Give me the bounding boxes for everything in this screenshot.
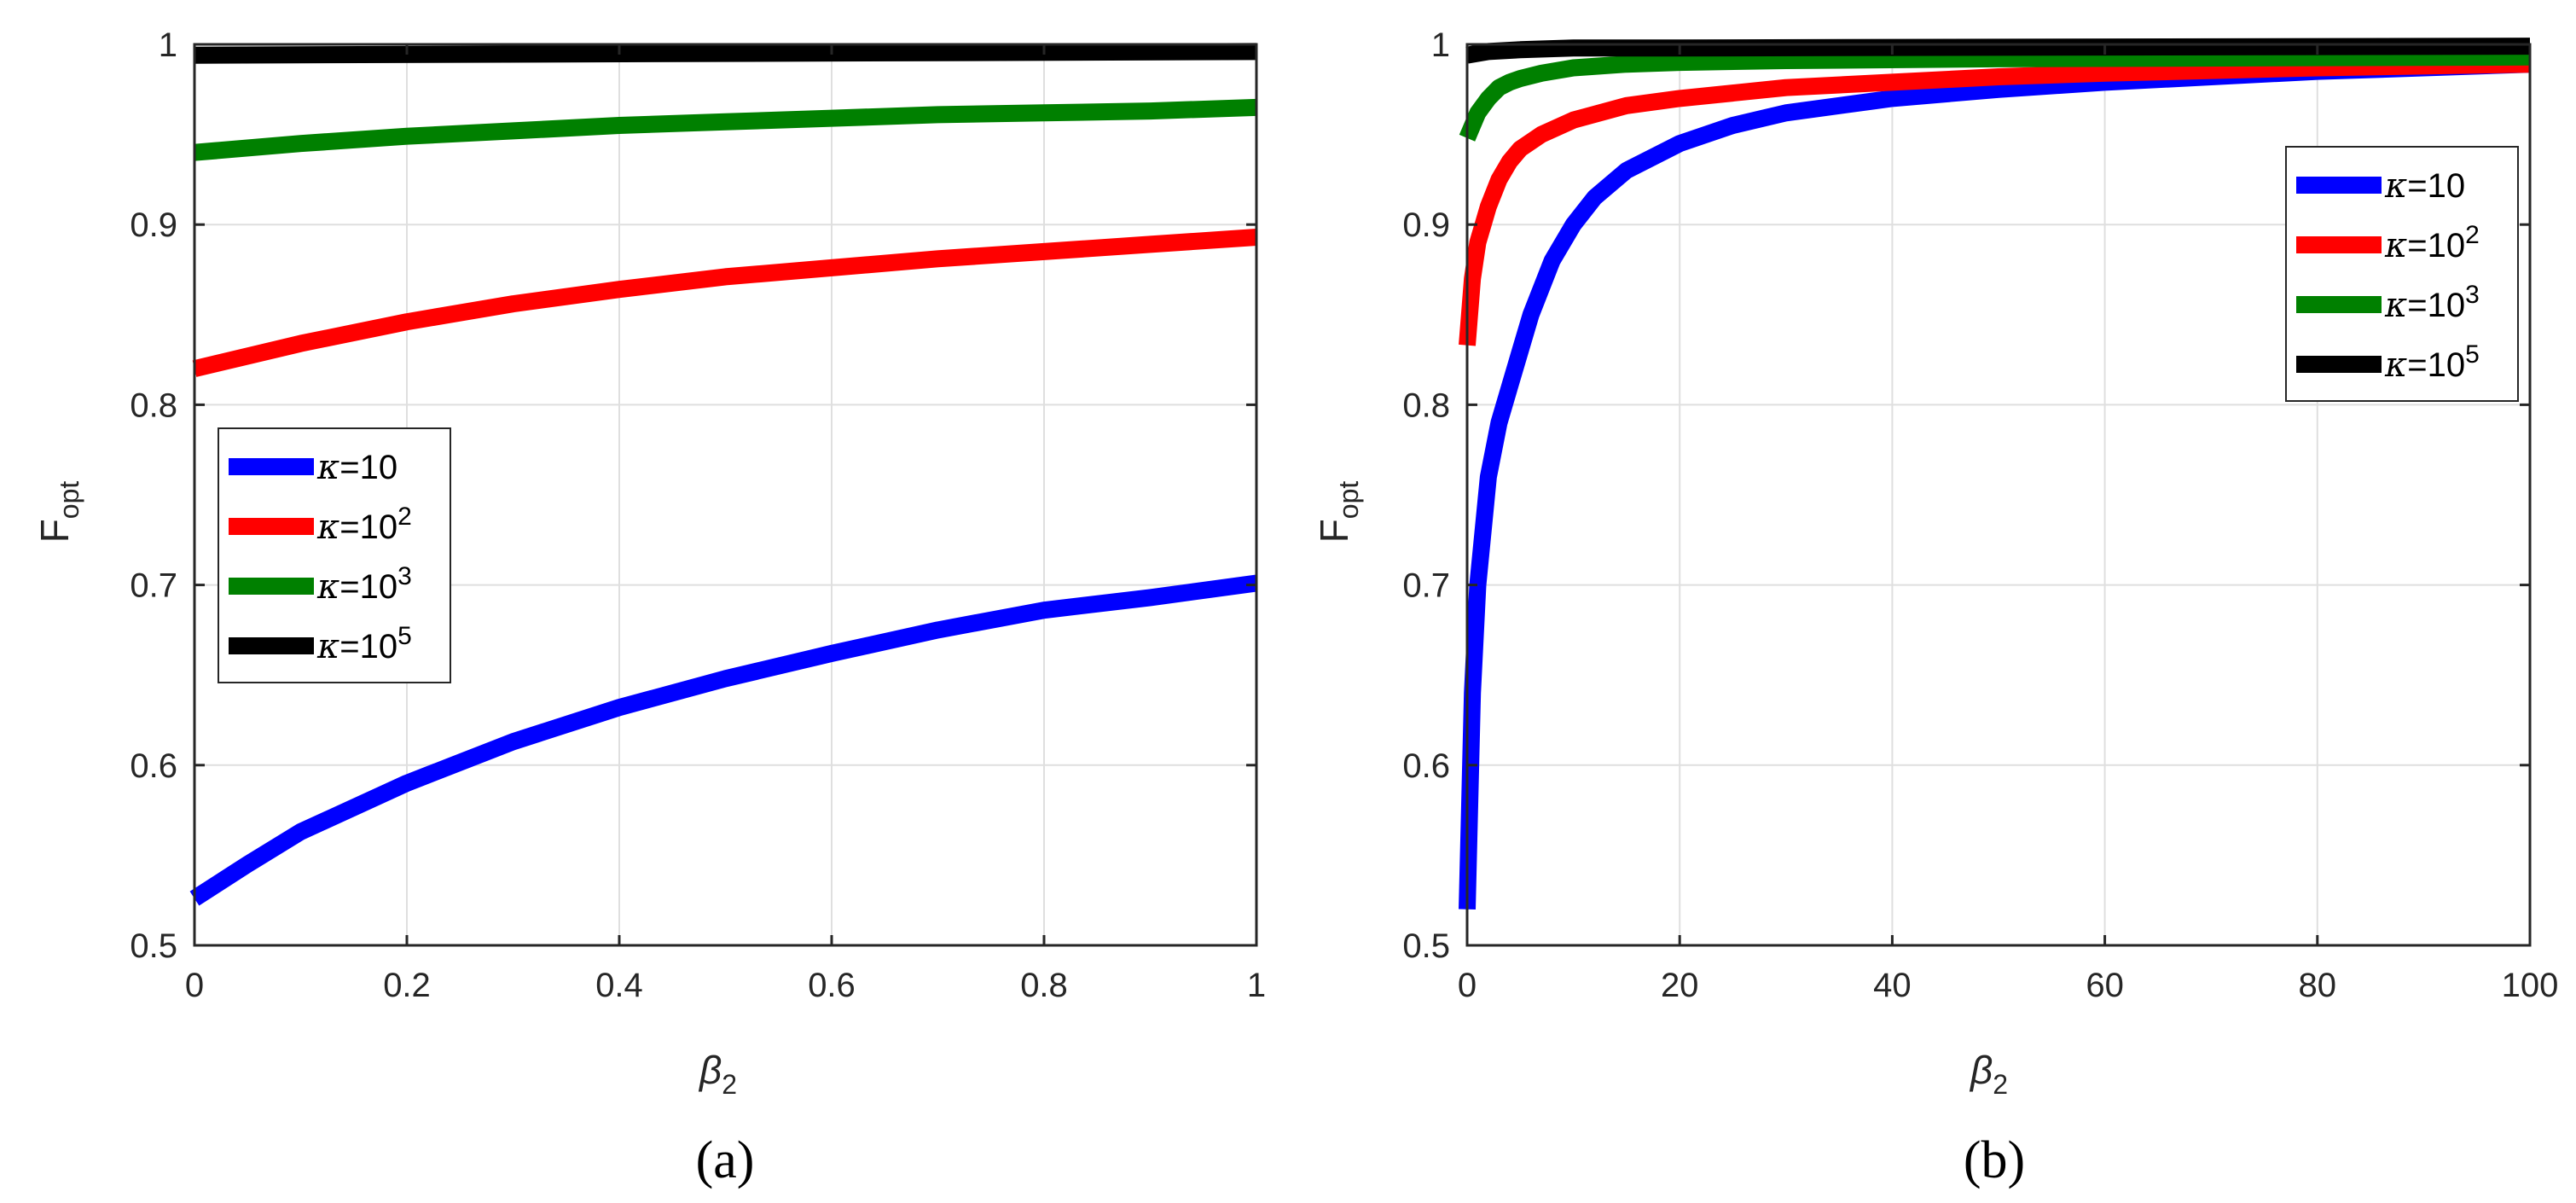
panel-a-y-tick-label: 0.7 bbox=[130, 567, 177, 605]
panel-a-y-tick-label: 0.9 bbox=[130, 206, 177, 244]
panel-a-series-line-1 bbox=[189, 574, 1258, 906]
panel-a-x-tick-label: 0.6 bbox=[808, 967, 856, 1004]
panel-b-y-tick-label: 1 bbox=[1431, 26, 1450, 64]
panel-a-chart: 0.50.60.70.80.91 0 0.2 0.4 0.6 0.8 1 β2 Fopt … bbox=[32, 26, 1266, 1189]
panel-b-series-line-4 bbox=[1465, 38, 2531, 64]
panel-b-y-tick-label: 0.8 bbox=[1402, 386, 1450, 424]
panel-a-series-line-2 bbox=[192, 229, 1257, 377]
panel-a-x-tick-label: 0 bbox=[185, 967, 204, 1004]
panel-b-series bbox=[1459, 38, 2531, 910]
panel-a-x-tick-label: 0.2 bbox=[383, 967, 431, 1004]
panel-a-y-tick-labels: 0.5 0.6 0.7 0.8 0.9 1 bbox=[130, 26, 177, 965]
panel-b-x-tick-label: 60 bbox=[2086, 967, 2124, 1004]
panel-b-y-tick-label: 0.9 bbox=[1402, 206, 1450, 244]
panel-a-y-tick-label: 1 bbox=[159, 26, 177, 64]
panel-b-x-tick-label: 20 bbox=[1661, 967, 1699, 1004]
panel-b-caption: (b) bbox=[1964, 1131, 2025, 1189]
panel-b-x-axis-label: β2 bbox=[1969, 1048, 2008, 1100]
panel-b-x-tick-labels: 0 20 40 60 80 100 bbox=[1458, 967, 2559, 1004]
panel-a-x-tick-label: 0.8 bbox=[1020, 967, 1068, 1004]
panel-a-series-line-4 bbox=[194, 43, 1257, 64]
panel-b-tick-marks bbox=[1465, 43, 2532, 947]
panel-a-series-line-3 bbox=[194, 98, 1257, 161]
panel-a-x-tick-label: 1 bbox=[1247, 967, 1266, 1004]
panel-b-x-tick-label: 80 bbox=[2299, 967, 2337, 1004]
panel-b-legend-label: κ=103 bbox=[2384, 281, 2480, 325]
panel-b-y-tick-labels: 0.5 0.6 0.7 0.8 0.9 1 bbox=[1402, 26, 1450, 965]
panel-a-y-axis-label: Fopt bbox=[32, 481, 84, 543]
panel-a-x-tick-label: 0.4 bbox=[595, 967, 643, 1004]
panel-a-y-tick-label: 0.6 bbox=[130, 747, 177, 785]
panel-a-y-tick-label: 0.5 bbox=[130, 927, 177, 965]
panel-a-series bbox=[189, 43, 1258, 906]
panel-b-x-tick-label: 100 bbox=[2502, 967, 2559, 1004]
panel-a-y-tick-label: 0.8 bbox=[130, 386, 177, 424]
panel-a-plot-frame bbox=[193, 43, 1258, 947]
panel-a-legend-label: κ=103 bbox=[316, 562, 412, 607]
panel-a-legend: κ=10 κ=102 κ=103 κ=105 bbox=[218, 427, 451, 683]
panel-b-series-line-3 bbox=[1459, 48, 2531, 142]
panel-b-chart: 0.5 0.6 0.7 0.8 0.9 1 0 20 40 60 80 100 β2 Fopt κ=… bbox=[1312, 26, 2558, 1189]
panel-a-caption: (a) bbox=[696, 1131, 755, 1189]
panel-b-legend-label: κ=105 bbox=[2384, 340, 2480, 385]
panel-b-x-tick-label: 0 bbox=[1458, 967, 1477, 1004]
panel-b-y-tick-label: 0.7 bbox=[1402, 567, 1450, 605]
panel-a-legend-label: κ=105 bbox=[316, 622, 412, 666]
panel-b-plot-frame bbox=[1465, 43, 2532, 947]
panel-b-y-tick-label: 0.6 bbox=[1402, 747, 1450, 785]
panel-a-x-tick-labels: 0 0.2 0.4 0.6 0.8 1 bbox=[185, 967, 1266, 1004]
panel-a-legend-label: κ=10 bbox=[316, 448, 397, 487]
panel-a-x-axis-label: β2 bbox=[698, 1048, 737, 1100]
panel-b-legend-label: κ=102 bbox=[2384, 221, 2480, 265]
panel-b-series-line-2 bbox=[1459, 55, 2531, 346]
panel-b-y-axis-label: Fopt bbox=[1312, 481, 1364, 543]
panel-a-tick-marks bbox=[193, 43, 1258, 947]
panel-b-x-tick-label: 40 bbox=[1873, 967, 1912, 1004]
panel-a-legend-label: κ=102 bbox=[316, 503, 412, 547]
panel-b-y-tick-label: 0.5 bbox=[1402, 927, 1450, 965]
panel-b-legend-label: κ=10 bbox=[2384, 166, 2465, 206]
panel-b-legend: κ=10 κ=102 κ=103 κ=105 bbox=[2285, 146, 2519, 402]
